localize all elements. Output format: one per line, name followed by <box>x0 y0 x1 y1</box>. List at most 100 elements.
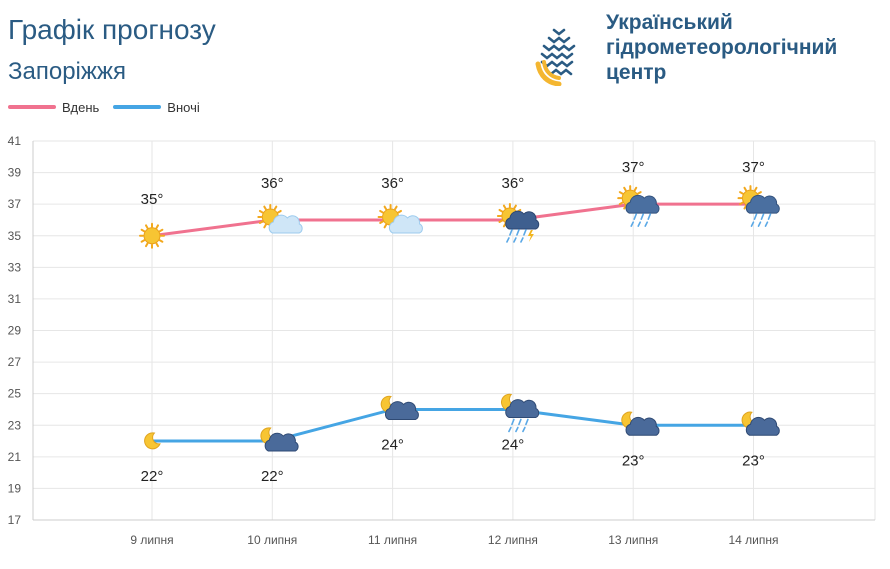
rain-drop <box>750 221 755 227</box>
y-tick-label: 29 <box>8 324 22 338</box>
organization-name: Український гідрометеорологічний центр <box>606 10 837 85</box>
rain-drop <box>509 229 513 236</box>
moon-icon <box>144 432 161 450</box>
sun-ray <box>502 222 507 228</box>
cloud-shape <box>625 194 660 214</box>
rain-drop <box>516 229 520 236</box>
cloud-shape <box>745 194 780 214</box>
y-tick-label: 31 <box>8 292 22 306</box>
sun-thunderstorm-rain-icon <box>496 202 540 243</box>
x-tick-label: 14 липня <box>728 533 778 547</box>
night-temp-label: 24° <box>502 436 525 453</box>
rain-drop <box>757 221 762 227</box>
x-tick-label: 12 липня <box>488 533 538 547</box>
y-tick-label: 17 <box>8 513 22 527</box>
day-temp-label: 36° <box>381 175 404 192</box>
legend-item-night[interactable]: Вночі <box>113 99 200 115</box>
day-temp-label: 37° <box>742 159 765 176</box>
sun-cloud-icon <box>377 203 423 234</box>
rain-drop <box>647 213 652 220</box>
rain-drop <box>523 229 527 236</box>
sun-ray <box>263 223 267 229</box>
sun-rain-icon <box>617 185 660 227</box>
night-temp-label: 22° <box>141 468 164 485</box>
sun-ray <box>379 209 384 214</box>
sun-ray <box>273 205 278 211</box>
moon-cloud-icon <box>260 427 299 452</box>
sun-ray <box>397 209 402 214</box>
cloud-shape <box>384 401 419 420</box>
rain-drop <box>767 213 772 220</box>
chart-legend: Вдень Вночі <box>8 98 214 116</box>
sun-ray <box>379 220 384 224</box>
page-title: Графік прогнозу <box>8 14 216 45</box>
rain-drop <box>520 237 524 243</box>
rain-drop <box>640 213 645 220</box>
moon-cloud-icon <box>380 395 419 420</box>
y-tick-label: 37 <box>8 197 22 211</box>
night-temp-label: 24° <box>381 436 404 453</box>
sun-ray <box>158 239 164 243</box>
sun-rain-icon <box>737 185 780 227</box>
sun-ray <box>743 204 747 210</box>
rain-drop <box>633 213 638 220</box>
y-tick-label: 25 <box>8 387 22 401</box>
x-tick-label: 9 липня <box>130 533 173 547</box>
sun-ray <box>140 239 146 243</box>
day-temp-label: 35° <box>141 191 164 208</box>
org-name-line-1: Український <box>606 11 733 34</box>
cloud-shape <box>505 399 540 418</box>
cloud-shape <box>625 416 660 436</box>
y-tick-label: 33 <box>8 260 22 274</box>
sun-ray <box>277 209 282 214</box>
legend-label-day: Вдень <box>62 99 100 115</box>
legend-item-day[interactable]: Вдень <box>8 100 99 115</box>
night-temp-label: 23° <box>622 452 645 469</box>
sun-ray <box>757 191 762 195</box>
y-tick-label: 39 <box>8 166 22 180</box>
sun-icon <box>139 222 165 249</box>
sun-ray <box>633 186 638 192</box>
org-name-line-2: гідрометеорологічний <box>606 36 838 59</box>
y-tick-label: 21 <box>8 450 22 464</box>
day-series-line <box>151 202 754 238</box>
sun-ray <box>383 223 388 229</box>
sun-ray <box>258 220 264 224</box>
rain-drop <box>513 237 517 243</box>
day-temp-label: 36° <box>502 175 525 192</box>
x-tick-label: 10 липня <box>247 533 297 547</box>
rain-drop <box>764 221 769 227</box>
night-temp-label: 22° <box>261 468 284 485</box>
rain-drop <box>508 426 512 433</box>
cloud-shape <box>264 432 299 452</box>
legend-swatch-day <box>8 105 56 109</box>
rain-drop <box>525 418 529 426</box>
cloud-shape <box>505 210 540 230</box>
y-tick-label: 27 <box>8 355 22 369</box>
rain-drop <box>637 221 642 227</box>
moon-cloud-rain-icon <box>501 393 540 433</box>
sun-ray <box>498 219 504 223</box>
sun-ray <box>145 224 149 229</box>
moon-shape <box>144 432 161 450</box>
x-tick-label: 13 липня <box>608 533 658 547</box>
rain-drop <box>515 426 519 433</box>
y-tick-label: 19 <box>8 481 22 495</box>
legend-label-night: Вночі <box>167 99 200 115</box>
sun-ray <box>498 208 504 213</box>
moon-cloud-icon <box>741 411 780 436</box>
sun-ray <box>155 224 159 229</box>
rain-drop <box>644 221 649 227</box>
sun-ray <box>383 205 388 211</box>
sun-ray <box>513 204 517 210</box>
sun-disc <box>143 227 161 245</box>
x-tick-label: 11 липня <box>368 533 417 547</box>
rain-drop <box>506 237 510 243</box>
sun-ray <box>743 186 747 192</box>
y-tick-label: 23 <box>8 418 22 432</box>
rain-drop <box>630 221 635 227</box>
rain-drop <box>753 213 758 220</box>
sun-ray <box>394 205 398 211</box>
sun-ray <box>158 228 164 233</box>
